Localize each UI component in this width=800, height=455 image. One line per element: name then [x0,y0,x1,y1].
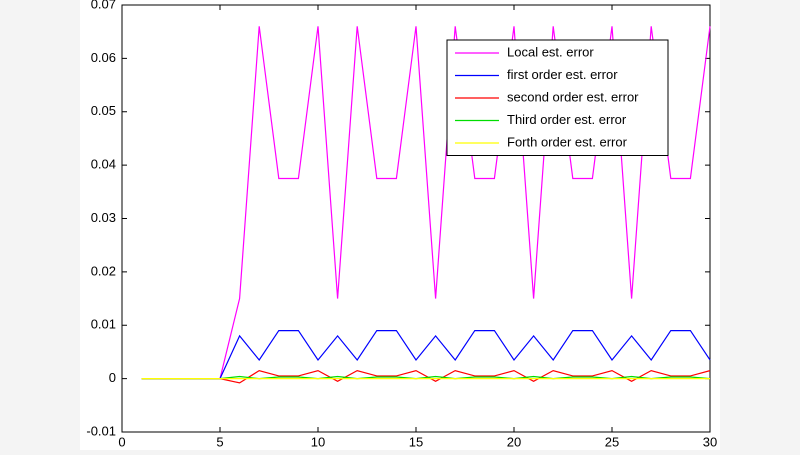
x-tick-label: 10 [311,434,325,449]
y-tick-label: 0.02 [91,263,116,278]
legend-label: second order est. error [507,89,639,104]
y-tick-label: 0 [109,370,116,385]
x-tick-label: 20 [507,434,521,449]
x-tick-label: 30 [703,434,717,449]
legend-label: Local est. error [507,44,594,59]
series-line [141,369,711,384]
y-tick-label: 0.04 [91,157,116,172]
y-tick-label: 0.06 [91,50,116,65]
y-tick-label: 0.03 [91,210,116,225]
y-tick-label: 0.01 [91,317,116,332]
y-tick-label: 0.05 [91,103,116,118]
legend-label: Forth order est. error [507,134,628,149]
series-line [141,329,711,380]
y-tick-label: 0.07 [91,0,116,11]
legend-label: first order est. error [507,67,618,82]
x-tick-label: 5 [216,434,223,449]
legend-label: Third order est. error [507,112,627,127]
x-tick-label: 25 [605,434,619,449]
x-tick-label: 0 [118,434,125,449]
x-tick-label: 15 [409,434,423,449]
y-tick-label: -0.01 [86,423,116,438]
